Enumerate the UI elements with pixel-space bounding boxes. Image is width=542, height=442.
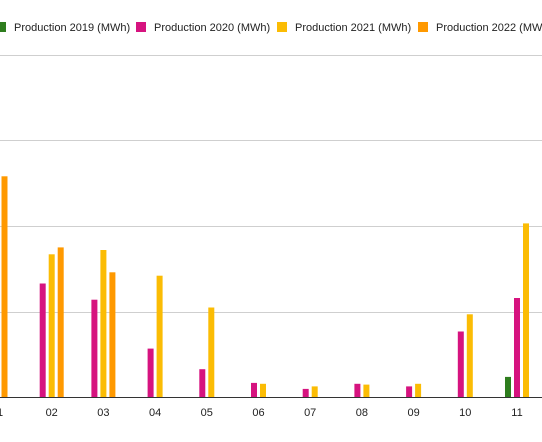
bar-2021-07	[311, 386, 318, 398]
bar-2021-05	[208, 307, 215, 398]
legend-swatch	[136, 22, 146, 32]
bar-2021-10	[466, 314, 473, 398]
bar-2020-11	[514, 298, 520, 398]
legend: Production 2019 (MWh) Production 2020 (MW…	[0, 22, 542, 34]
bar-2021-06	[260, 383, 266, 398]
bar-2019-11	[505, 376, 511, 398]
legend-swatch	[277, 22, 287, 32]
bar-2020-09	[406, 386, 413, 398]
bar-2021-11	[523, 223, 529, 398]
bar-2022-03	[109, 272, 116, 398]
x-tick-label: 07	[304, 407, 316, 419]
x-tick-label: 08	[356, 407, 368, 419]
x-tick-label: 03	[97, 407, 109, 419]
legend-swatch	[0, 22, 6, 32]
bar-2020-10	[457, 331, 464, 398]
x-tick-label: 04	[149, 407, 161, 419]
bar-2020-06	[251, 382, 257, 398]
legend-label: Production 2020 (MWh)	[154, 22, 270, 34]
bar-2022-02	[57, 247, 64, 398]
bars	[1, 176, 529, 398]
legend-label: Production 2022 (MWh)	[436, 22, 542, 34]
bar-2021-02	[48, 254, 55, 398]
bar-2020-08	[354, 383, 361, 398]
x-tick-label: 02	[46, 407, 58, 419]
bar-2021-09	[415, 383, 422, 398]
legend-label: Production 2019 (MWh)	[14, 22, 130, 34]
x-tick-label: 10	[459, 407, 471, 419]
bar-2022-01	[1, 176, 8, 398]
gridlines	[0, 55, 542, 313]
bar-2020-03	[91, 299, 98, 398]
x-tick-label: 09	[407, 407, 419, 419]
x-tick-label: 06	[252, 407, 264, 419]
bar-2021-03	[100, 250, 107, 398]
bar-2020-04	[147, 348, 154, 398]
x-tick-labels: 1 02 03 04 05 06 07 08 09 10 11	[0, 407, 523, 419]
legend-swatch	[418, 22, 428, 32]
x-tick-label: 1	[0, 407, 3, 419]
x-tick-label: 11	[511, 407, 522, 419]
bar-2020-07	[302, 388, 309, 398]
bar-2021-04	[156, 275, 163, 398]
bar-2020-02	[39, 283, 46, 398]
bar-2021-08	[363, 384, 370, 398]
x-tick-label: 05	[201, 407, 213, 419]
bar-2020-05	[199, 369, 206, 398]
legend-label: Production 2021 (MWh)	[295, 22, 411, 34]
